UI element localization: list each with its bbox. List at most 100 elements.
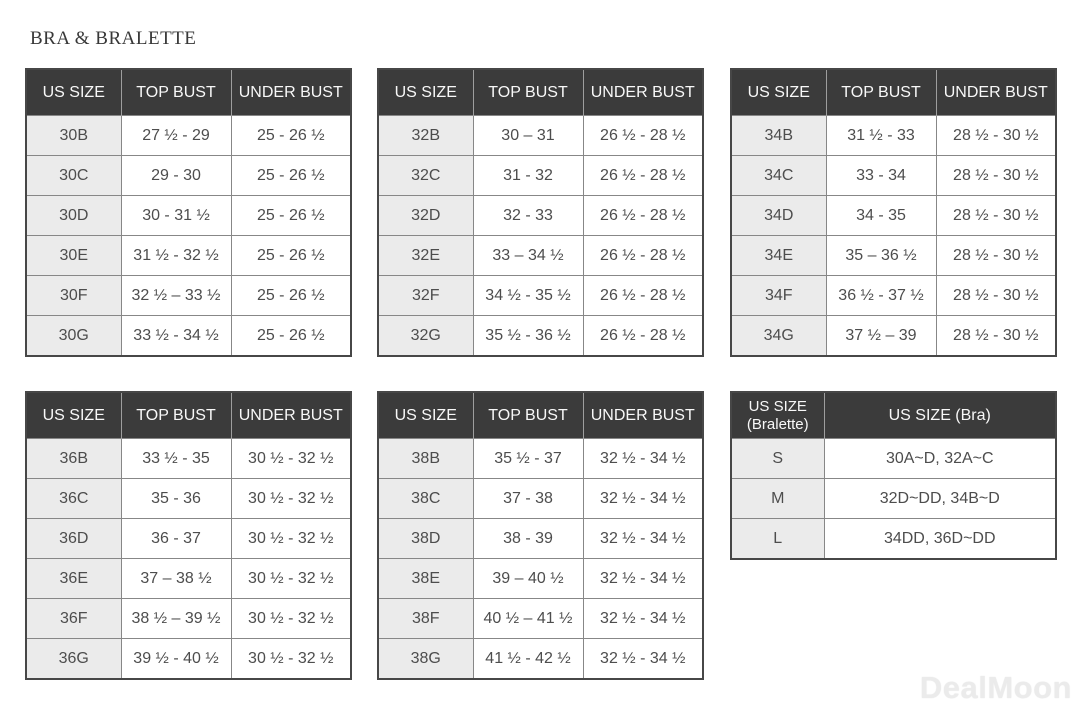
table-row: 32E 33 – 34 ½ 26 ½ - 28 ½ (377, 235, 704, 276)
measurement-cell: 28 ½ - 30 ½ (935, 115, 1057, 156)
table-row: 32D 32 - 33 26 ½ - 28 ½ (377, 195, 704, 236)
column-header: US SIZE (Bralette) (731, 392, 824, 439)
measurement-cell: 28 ½ - 30 ½ (935, 315, 1057, 357)
measurement-cell: 37 ½ – 39 (825, 315, 937, 357)
measurement-cell: 35 ½ - 36 ½ (472, 315, 584, 357)
size-table-band-38: US SIZE TOP BUST UNDER BUST 38B 35 ½ - 37 32 … (377, 391, 704, 680)
size-cell: 32B (377, 115, 474, 156)
watermark: DealMoon (919, 670, 1072, 705)
page-title: BRA & BRALETTE (30, 28, 197, 49)
table-row: 34B 31 ½ - 33 28 ½ - 30 ½ (730, 115, 1057, 156)
column-header: UNDER BUST (230, 392, 351, 439)
header-row: US SIZE TOP BUST UNDER BUST (378, 392, 703, 439)
table-row: 38B 35 ½ - 37 32 ½ - 34 ½ (377, 438, 704, 479)
size-cell: 34E (730, 235, 827, 276)
measurement-cell: 27 ½ - 29 (120, 115, 232, 156)
measurement-cell: 41 ½ - 42 ½ (472, 638, 584, 680)
size-cell: 34B (730, 115, 827, 156)
size-cell: 30C (25, 155, 122, 196)
column-header: TOP BUST (120, 392, 231, 439)
table-row: 36B 33 ½ - 35 30 ½ - 32 ½ (25, 438, 352, 479)
measurement-cell: 33 ½ - 34 ½ (120, 315, 232, 357)
column-header: TOP BUST (120, 69, 231, 116)
measurement-cell: 30 ½ - 32 ½ (230, 438, 352, 479)
measurement-cell: 30 ½ - 32 ½ (230, 478, 352, 519)
table-row: 36G 39 ½ - 40 ½ 30 ½ - 32 ½ (25, 638, 352, 680)
column-header: US SIZE (378, 392, 473, 439)
measurement-cell: 26 ½ - 28 ½ (582, 235, 704, 276)
table-row: 32F 34 ½ - 35 ½ 26 ½ - 28 ½ (377, 275, 704, 316)
table-row: 36C 35 - 36 30 ½ - 32 ½ (25, 478, 352, 519)
column-header: US SIZE (26, 392, 121, 439)
measurement-cell: 28 ½ - 30 ½ (935, 155, 1057, 196)
size-cell: 34C (730, 155, 827, 196)
column-header: UNDER BUST (582, 392, 703, 439)
size-cell: 36B (25, 438, 122, 479)
measurement-cell: 30 ½ - 32 ½ (230, 598, 352, 639)
header-row: US SIZE TOP BUST UNDER BUST (378, 69, 703, 116)
measurement-cell: 25 - 26 ½ (230, 315, 352, 357)
table-row: 32C 31 - 32 26 ½ - 28 ½ (377, 155, 704, 196)
measurement-cell: 38 - 39 (472, 518, 584, 559)
table-row: 32B 30 – 31 26 ½ - 28 ½ (377, 115, 704, 156)
bralette-conversion-table: US SIZE (Bralette) US SIZE (Bra) S 30A~D, 3… (730, 391, 1057, 560)
table-row: 34G 37 ½ – 39 28 ½ - 30 ½ (730, 315, 1057, 357)
measurement-cell: 31 - 32 (472, 155, 584, 196)
measurement-cell: 32 ½ - 34 ½ (582, 638, 704, 680)
measurement-cell: 35 ½ - 37 (472, 438, 584, 479)
table-row: 30D 30 - 31 ½ 25 - 26 ½ (25, 195, 352, 236)
measurement-cell: 35 – 36 ½ (825, 235, 937, 276)
table-row: 38F 40 ½ – 41 ½ 32 ½ - 34 ½ (377, 598, 704, 639)
table-row: 30C 29 - 30 25 - 26 ½ (25, 155, 352, 196)
measurement-cell: 37 – 38 ½ (120, 558, 232, 599)
column-header: US SIZE (378, 69, 473, 116)
table-row: 30E 31 ½ - 32 ½ 25 - 26 ½ (25, 235, 352, 276)
measurement-cell: 31 ½ - 33 (825, 115, 937, 156)
measurement-cell: 32D~DD, 34B~D (823, 478, 1057, 519)
table-row: 34F 36 ½ - 37 ½ 28 ½ - 30 ½ (730, 275, 1057, 316)
size-cell: 30E (25, 235, 122, 276)
column-header: UNDER BUST (582, 69, 703, 116)
header-row: US SIZE TOP BUST UNDER BUST (731, 69, 1056, 116)
measurement-cell: 37 - 38 (472, 478, 584, 519)
measurement-cell: 33 – 34 ½ (472, 235, 584, 276)
measurement-cell: 32 ½ - 34 ½ (582, 438, 704, 479)
measurement-cell: 25 - 26 ½ (230, 195, 352, 236)
size-cell: 32C (377, 155, 474, 196)
size-cell: 30D (25, 195, 122, 236)
measurement-cell: 39 ½ - 40 ½ (120, 638, 232, 680)
measurement-cell: 26 ½ - 28 ½ (582, 155, 704, 196)
measurement-cell: 30A~D, 32A~C (823, 438, 1057, 479)
measurement-cell: 26 ½ - 28 ½ (582, 275, 704, 316)
measurement-cell: 34DD, 36D~DD (823, 518, 1057, 560)
column-header: US SIZE (731, 69, 826, 116)
measurement-cell: 25 - 26 ½ (230, 115, 352, 156)
header-row: US SIZE TOP BUST UNDER BUST (26, 392, 351, 439)
column-header: UNDER BUST (935, 69, 1056, 116)
measurement-cell: 34 ½ - 35 ½ (472, 275, 584, 316)
size-cell: 36D (25, 518, 122, 559)
table-row: 38G 41 ½ - 42 ½ 32 ½ - 34 ½ (377, 638, 704, 680)
size-table-band-36: US SIZE TOP BUST UNDER BUST 36B 33 ½ - 35 30 … (25, 391, 352, 680)
size-cell: 36F (25, 598, 122, 639)
measurement-cell: 38 ½ – 39 ½ (120, 598, 232, 639)
size-table-band-34: US SIZE TOP BUST UNDER BUST 34B 31 ½ - 33 28 … (730, 68, 1057, 357)
size-cell: 34F (730, 275, 827, 316)
measurement-cell: 32 ½ - 34 ½ (582, 518, 704, 559)
size-cell: 32F (377, 275, 474, 316)
measurement-cell: 30 - 31 ½ (120, 195, 232, 236)
column-header: TOP BUST (472, 69, 583, 116)
header-row: US SIZE (Bralette) US SIZE (Bra) (731, 392, 1056, 439)
measurement-cell: 25 - 26 ½ (230, 235, 352, 276)
size-cell: 34G (730, 315, 827, 357)
table-row: 34C 33 - 34 28 ½ - 30 ½ (730, 155, 1057, 196)
column-header: TOP BUST (472, 392, 583, 439)
table-row: 36D 36 - 37 30 ½ - 32 ½ (25, 518, 352, 559)
measurement-cell: 31 ½ - 32 ½ (120, 235, 232, 276)
table-row: 30B 27 ½ - 29 25 - 26 ½ (25, 115, 352, 156)
table-row: S 30A~D, 32A~C (730, 438, 1057, 479)
measurement-cell: 32 ½ - 34 ½ (582, 558, 704, 599)
measurement-cell: 32 ½ - 34 ½ (582, 478, 704, 519)
size-cell: 38F (377, 598, 474, 639)
column-header: US SIZE (Bra) (823, 392, 1056, 439)
